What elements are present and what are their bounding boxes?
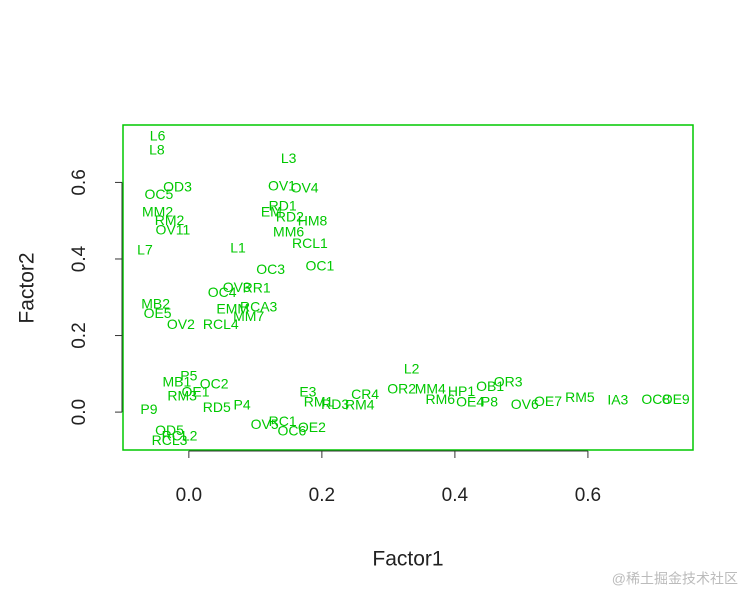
point-label: L3	[281, 150, 297, 166]
point-label: RCA3	[240, 299, 278, 315]
point-label: RM6	[425, 391, 455, 407]
plot-box	[122, 124, 694, 451]
point-label: RM5	[565, 389, 595, 405]
point-label: P5	[180, 368, 197, 384]
point-label: MB2	[141, 296, 170, 312]
point-label: P9	[140, 401, 157, 417]
point-label: OC3	[256, 261, 285, 277]
point-label: OR2	[387, 381, 416, 397]
point-label: OE5	[144, 305, 172, 321]
point-label: MM2	[142, 204, 173, 220]
point-label: OV3	[223, 279, 251, 295]
point-label: RM4	[345, 397, 375, 413]
point-label: RD2	[276, 208, 304, 224]
point-label: MM6	[273, 224, 304, 240]
point-label: OV11	[156, 222, 191, 238]
point-label: RM1	[304, 394, 334, 410]
point-label: OV5	[251, 416, 279, 432]
y-axis-label: Factor2	[16, 252, 39, 323]
watermark: @稀土掘金技术社区	[612, 571, 738, 587]
point-label: CR4	[351, 386, 379, 402]
y-tick-label: 0.0	[69, 399, 90, 425]
point-label: OB1	[476, 378, 504, 394]
x-axis-label: Factor1	[372, 548, 443, 571]
x-tick-label: 0.4	[442, 485, 469, 506]
point-label: L2	[404, 361, 420, 377]
point-label: L1	[230, 240, 246, 256]
point-label: OE4	[456, 394, 484, 410]
point-label: MB1	[162, 374, 191, 390]
point-label: MM4	[415, 381, 446, 397]
point-label: HP1	[448, 383, 475, 399]
point-label: E3	[299, 384, 316, 400]
point-label: RD3	[321, 396, 349, 412]
point-label: L6	[150, 128, 166, 144]
point-label: RCL4	[203, 316, 239, 332]
point-label: IA3	[607, 392, 628, 408]
point-label: OE9	[662, 391, 690, 407]
point-label: RD1	[269, 198, 297, 214]
point-label: L7	[137, 242, 153, 258]
point-label: P8	[481, 394, 498, 410]
x-tick-label: 0.6	[575, 485, 601, 506]
point-label: EMM	[216, 301, 249, 317]
point-label: OR3	[494, 374, 523, 390]
point-label: OE1	[181, 384, 209, 400]
point-label: HM8	[298, 213, 328, 229]
point-label: OV4	[291, 180, 319, 196]
point-label: L8	[149, 142, 165, 158]
point-label: OC2	[200, 376, 229, 392]
point-label: MM7	[233, 308, 264, 324]
point-label: OC8	[641, 391, 670, 407]
point-label: OV1	[268, 178, 296, 194]
point-label: OE2	[298, 419, 326, 435]
point-label: P4	[233, 397, 250, 413]
point-label: OC5	[145, 186, 174, 202]
point-label: RC1	[269, 413, 297, 429]
y-tick-label: 0.2	[69, 322, 90, 348]
point-label: RCL1	[292, 235, 328, 251]
point-label: OD5	[155, 422, 184, 438]
x-tick-label: 0.0	[176, 485, 202, 506]
point-label: OC6	[278, 423, 307, 439]
point-label: RM3	[167, 387, 197, 403]
point-label: OV2	[167, 316, 195, 332]
x-tick-label: 0.2	[309, 485, 335, 506]
y-tick-label: 0.6	[69, 169, 90, 195]
y-tick-label: 0.4	[69, 245, 90, 272]
point-label: OV6	[511, 396, 539, 412]
point-label: RR1	[243, 280, 271, 296]
point-label: RM2	[155, 212, 185, 228]
point-label: RCL2	[162, 428, 198, 444]
point-label: OD3	[163, 178, 192, 194]
point-label: OE7	[534, 393, 562, 409]
point-label: OC4	[208, 284, 237, 300]
point-label: RD5	[203, 399, 231, 415]
point-label: OC1	[305, 258, 334, 274]
point-label: EM	[261, 204, 282, 220]
point-label: RCL3	[152, 432, 188, 448]
